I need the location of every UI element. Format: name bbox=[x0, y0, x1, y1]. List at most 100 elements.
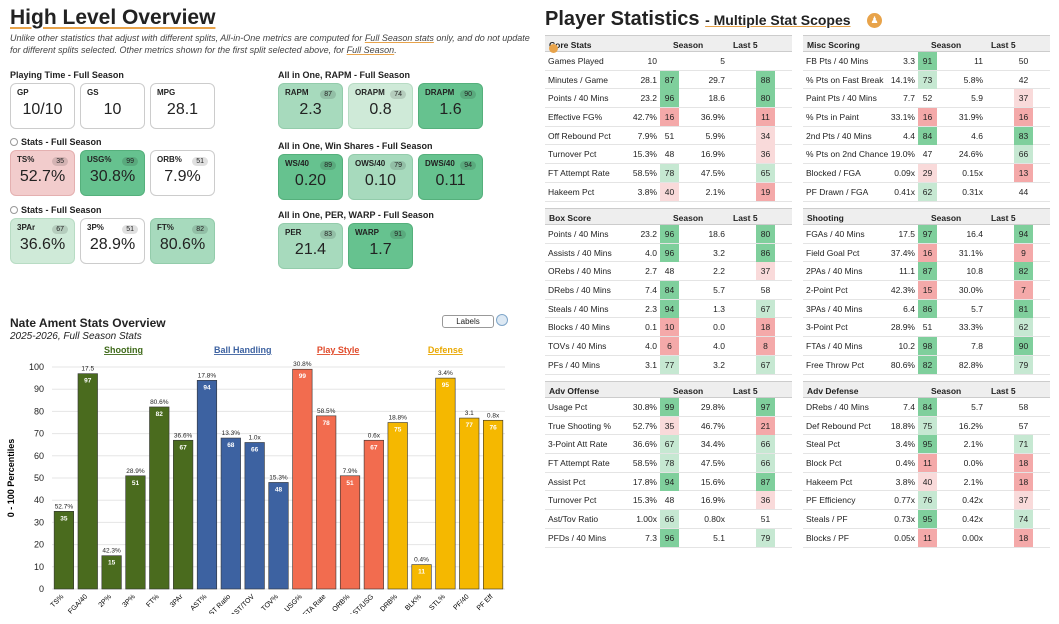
season-percentile: 73 bbox=[918, 70, 937, 89]
last5-percentile: 44 bbox=[1018, 186, 1029, 197]
season-percentile: 96 bbox=[660, 243, 679, 262]
stat-value: 30.8% bbox=[89, 168, 136, 185]
last5-percentile: 9 bbox=[1014, 243, 1033, 262]
x-tick-label: ORB% bbox=[331, 593, 351, 613]
table-header: Shooting Season Last 5 bbox=[803, 208, 1050, 225]
last5-percentile: 87 bbox=[756, 472, 775, 491]
last5-value: 0.15x bbox=[962, 168, 983, 179]
season-percentile: 40 bbox=[660, 182, 679, 201]
labels-toggle-button[interactable]: Labels bbox=[442, 315, 494, 328]
season-value: 28.9% bbox=[890, 322, 915, 333]
table-row: Field Goal Pct 37.4% 16 31.1% 9 bbox=[803, 243, 1050, 263]
stat-rank-badge: 82 bbox=[192, 225, 208, 234]
last5-value: 5.8% bbox=[963, 74, 983, 85]
last5-value: 33.3% bbox=[958, 322, 983, 333]
table-row: Paint Pts / 40 Mins 7.7 52 5.9 37 bbox=[803, 89, 1050, 109]
table-row: ORebs / 40 Mins 2.7 48 2.2 37 bbox=[545, 262, 792, 282]
table-row: Free Throw Pct 80.6% 82 82.8% 79 bbox=[803, 355, 1050, 375]
row-label: PFs / 40 Mins bbox=[548, 359, 600, 370]
table-row: Hakeem Pct 3.8% 40 2.1% 18 bbox=[803, 472, 1050, 492]
season-value: 15.3% bbox=[632, 495, 657, 506]
last5-value: 5.7 bbox=[971, 303, 983, 314]
season-value: 28.1 bbox=[640, 74, 657, 85]
col-last5: Last 5 bbox=[733, 40, 758, 50]
labels-toggle-switch[interactable] bbox=[496, 314, 508, 326]
last5-value: 0.31x bbox=[962, 186, 983, 197]
stat-label: DRAPM bbox=[425, 88, 455, 97]
stat-value: 7.9% bbox=[164, 168, 201, 185]
stats2-stat-box: 3PAr 67 36.6% bbox=[10, 218, 75, 264]
x-tick-label: FGA/40 bbox=[67, 593, 89, 614]
season-percentile: 98 bbox=[918, 337, 937, 356]
season-value: 19.0% bbox=[890, 149, 915, 160]
group-label: Shooting bbox=[104, 345, 143, 355]
stats-table-box-score: Box Score Season Last 5 Points / 40 Mins 23.… bbox=[545, 208, 792, 375]
x-tick-label: PF/40 bbox=[452, 593, 470, 611]
bar-raw-label: 1.0x bbox=[249, 434, 262, 441]
row-label: FGAs / 40 Mins bbox=[806, 229, 865, 239]
last5-value: 31.1% bbox=[958, 247, 983, 258]
last5-value: 5.9 bbox=[971, 93, 983, 104]
season-value: 42.7% bbox=[632, 112, 657, 123]
x-tick-label: 3PAr bbox=[169, 593, 185, 609]
info-circle-icon bbox=[10, 138, 18, 146]
row-label: 2nd Pts / 40 Mins bbox=[806, 130, 872, 141]
stat-rank-badge: 51 bbox=[122, 225, 138, 234]
stat-label: WARP bbox=[355, 228, 379, 237]
last5-value: 5.9% bbox=[705, 130, 725, 141]
season-percentile: 10 bbox=[660, 318, 679, 337]
row-label: Assist Pct bbox=[548, 476, 586, 487]
row-label: Ast/Tov Ratio bbox=[548, 514, 599, 525]
bar-fga-40 bbox=[77, 373, 98, 590]
x-tick-label: TOV% bbox=[260, 593, 279, 612]
last5-value: 5.1 bbox=[713, 532, 725, 543]
last5-value: 16.2% bbox=[958, 420, 983, 431]
info-icon[interactable] bbox=[549, 44, 558, 53]
row-label: ORebs / 40 Mins bbox=[548, 266, 612, 277]
season-percentile: 15 bbox=[918, 281, 937, 300]
row-label: FTAs / 40 Mins bbox=[806, 341, 863, 352]
season-percentile: 67 bbox=[660, 435, 679, 454]
per-section-title: All in One, PER, WARP - Full Season bbox=[278, 210, 434, 220]
row-label: Usage Pct bbox=[548, 402, 588, 412]
last5-value: 0.00x bbox=[962, 532, 983, 543]
stats1-section-title: Stats - Full Season bbox=[10, 137, 102, 147]
table-header: Core Stats Season Last 5 bbox=[545, 35, 792, 53]
season-value: 4.0 bbox=[645, 247, 657, 258]
y-tick-label: 10 bbox=[34, 562, 44, 572]
percentile-bar-chart: 0 10 20 30 40 50 60 70 80 90 100 0 - 100 Percentile… bbox=[6, 345, 505, 614]
basketball-player-icon[interactable]: ♟ bbox=[867, 13, 882, 28]
stat-value: 36.6% bbox=[19, 236, 66, 253]
stat-value: 1.7 bbox=[369, 241, 392, 258]
table-row: FB Pts / 40 Mins 3.3 91 11 50 bbox=[803, 52, 1050, 71]
last5-value: 0.42x bbox=[962, 495, 983, 506]
stat-value: 10/10 bbox=[22, 101, 63, 118]
last5-percentile: 66 bbox=[756, 454, 775, 473]
x-tick-label: AST Ratio bbox=[205, 593, 232, 614]
last5-percentile: 18 bbox=[756, 318, 775, 337]
stats2-stat-box: FT% 82 80.6% bbox=[150, 218, 215, 264]
bar-percentile-label: 48 bbox=[275, 486, 283, 493]
bar-usg- bbox=[292, 368, 313, 590]
last5-percentile: 8 bbox=[756, 337, 775, 356]
last5-percentile: 82 bbox=[1014, 262, 1033, 281]
season-value: 36.6% bbox=[632, 439, 657, 450]
stats-table-core-stats: Core Stats Season Last 5 Games Played 10 5 Min… bbox=[545, 35, 792, 202]
season-value: 7.9% bbox=[637, 130, 657, 141]
row-label: 3PAs / 40 Mins bbox=[806, 303, 863, 314]
season-percentile: 16 bbox=[918, 243, 937, 262]
table-row: 3-Point Pct 28.9% 51 33.3% 62 bbox=[803, 318, 1050, 338]
stats-table-adv-defense: Adv Defense Season Last 5 DRebs / 40 Mins 7.… bbox=[803, 381, 1050, 548]
last5-value: 5 bbox=[720, 56, 725, 66]
x-tick-label: AST/TOV bbox=[230, 593, 256, 614]
last5-percentile: 36 bbox=[756, 145, 775, 164]
stats2-section-title: Stats - Full Season bbox=[10, 205, 102, 215]
bar-percentile-label: 97 bbox=[84, 378, 92, 385]
season-percentile: 95 bbox=[918, 435, 937, 454]
bar-blk- bbox=[411, 564, 432, 590]
bar-raw-label: 7.9% bbox=[343, 468, 358, 475]
row-label: Block Pct bbox=[806, 458, 842, 469]
table-row: Turnover Pct 15.3% 48 16.9% 36 bbox=[545, 491, 792, 511]
bar-2p- bbox=[101, 555, 122, 590]
stat-label: 3P% bbox=[87, 223, 104, 232]
